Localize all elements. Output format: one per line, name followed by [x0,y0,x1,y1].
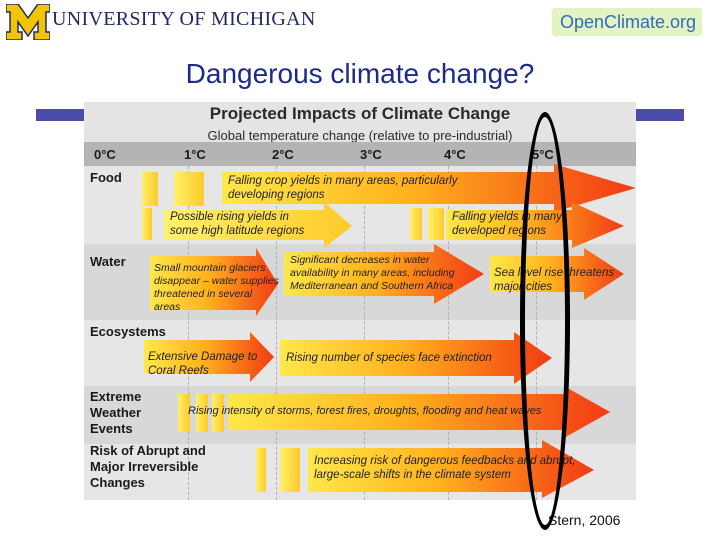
row-label-ecosystems: Ecosystems [90,324,166,339]
dash-food-4 [410,208,422,240]
text-mountain-glaciers: Small mountain glaciers disappear – wate… [154,262,279,313]
university-logo [5,3,51,41]
block-m-icon [5,3,51,41]
tick-2c: 2°C [272,147,294,162]
gridline-3c [364,166,366,500]
row-label-food: Food [90,170,122,185]
dash-food-5 [428,208,444,240]
highlight-ellipse [520,112,570,530]
text-species-extinction: Rising number of species face extinction [286,352,492,364]
arrow-rising-yields [164,202,352,248]
tick-4c: 4°C [444,147,466,162]
openclimate-logo: OpenClimate.org [552,8,702,36]
dash-food-1 [142,172,158,206]
dash-abrupt-2 [280,448,300,492]
dash-weather-2 [196,394,208,432]
arrow-abrupt-changes [308,440,594,498]
arrow-extreme-weather [228,386,610,438]
dash-abrupt-1 [256,448,266,492]
row-label-water: Water [90,254,126,269]
gridline-2c [276,166,278,500]
text-water-availability: Significant decreases in water availabil… [290,254,455,292]
slide-title: Dangerous climate change? [185,58,535,89]
gridline-4c [448,166,450,500]
figure-title: Projected Impacts of Climate Change [209,104,511,123]
arrow-species-extinction [280,332,552,384]
arrow-mountain-glaciers [150,248,278,316]
title-rule-right [636,109,684,121]
text-rising-yields: Possible rising yields in some high lati… [170,211,305,237]
arrow-water-availability [284,244,484,304]
text-falling-crop-yields: Falling crop yields in many areas, parti… [228,175,458,201]
row-label-weather: Extreme Weather Events [90,389,142,436]
university-name: UNIVERSITY OF MICHIGAN [52,8,316,30]
title-rule-left [36,109,84,121]
openclimate-logo-text: OpenClimate.org [560,12,697,32]
dash-food-3 [142,208,152,240]
arrow-coral-reefs [144,332,274,382]
dash-weather-3 [212,394,224,432]
tick-3c: 3°C [360,147,382,162]
text-extreme-weather: Rising intensity of storms, forest fires… [188,405,542,417]
dash-weather-1 [178,394,190,432]
text-coral-reefs: Extensive Damage to Coral Reefs [148,351,258,377]
text-abrupt-changes: Increasing risk of dangerous feedbacks a… [314,455,576,481]
citation: Stern, 2006 [548,512,621,528]
gridline-1c [188,166,190,500]
row-label-abrupt: Risk of Abrupt and Major Irreversible Ch… [90,443,206,490]
dash-food-2 [174,172,204,206]
tick-0c: 0°C [94,147,116,162]
figure-subtitle: Global temperature change (relative to p… [207,128,513,143]
tick-1c: 1°C [184,147,206,162]
